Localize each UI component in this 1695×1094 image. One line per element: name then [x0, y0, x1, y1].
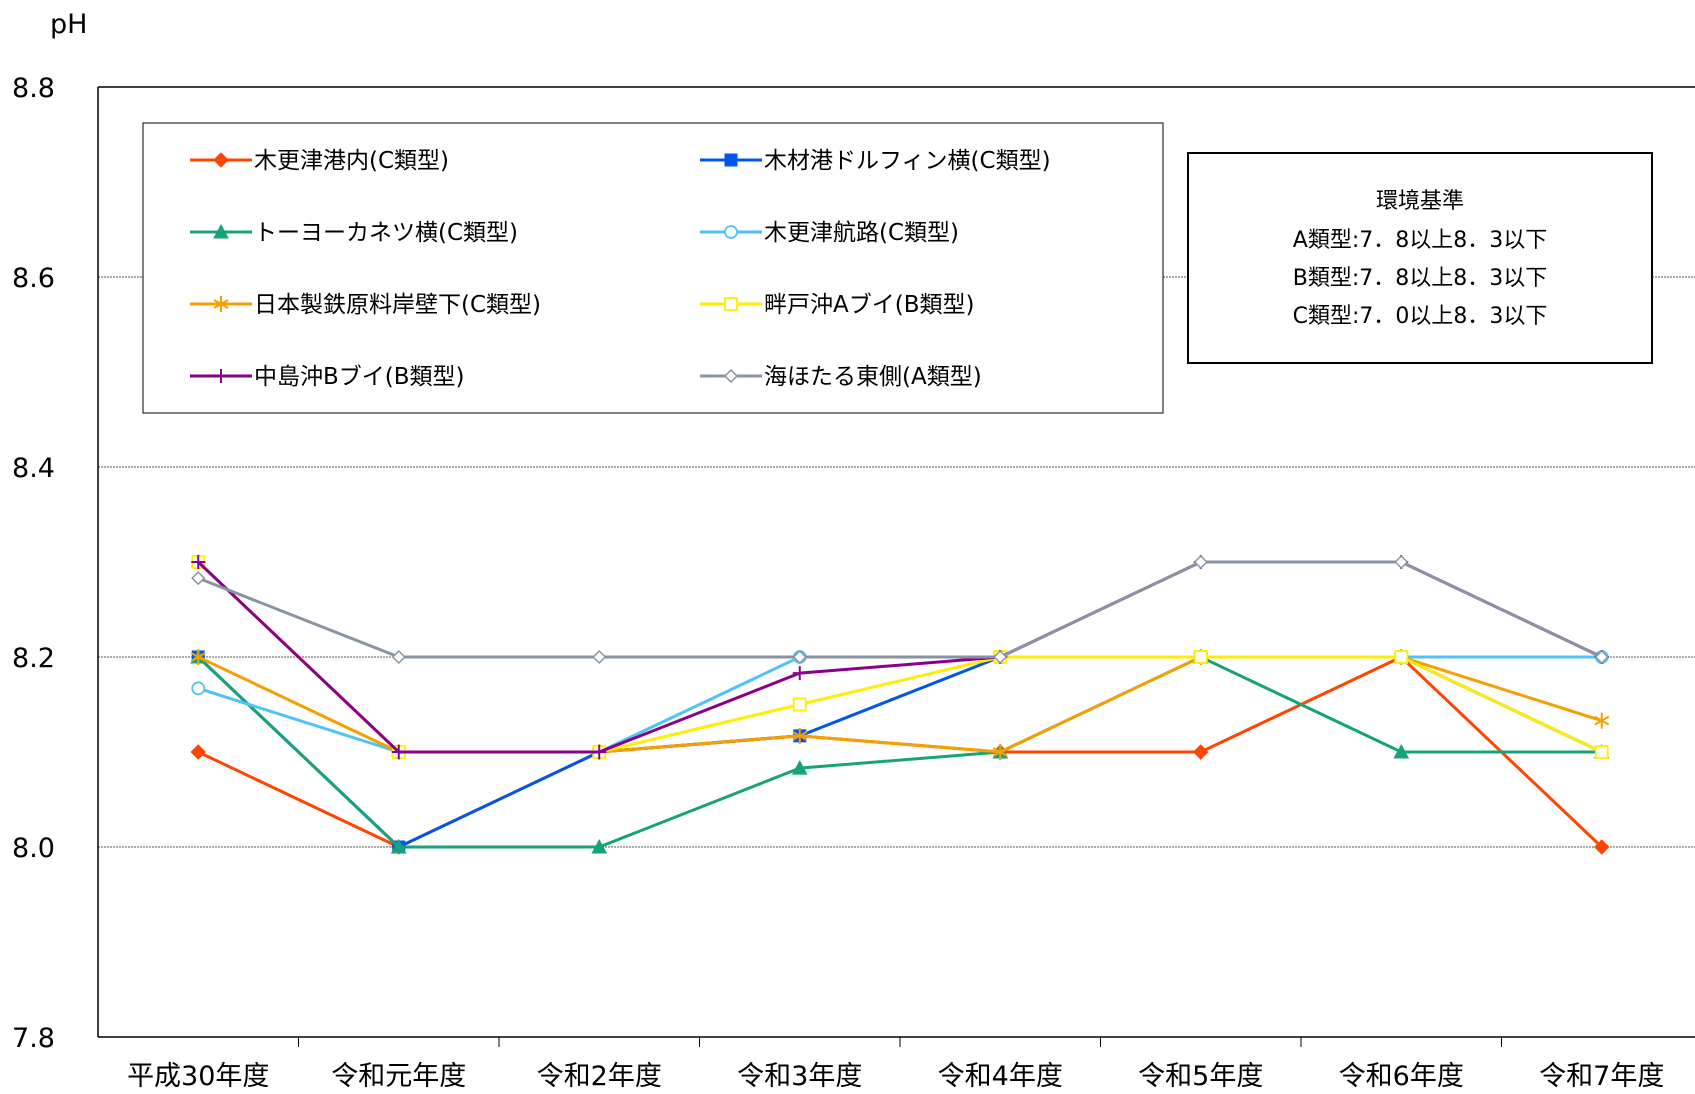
- data-point: [1594, 649, 1609, 665]
- legend-item: トーヨーカネツ横(C類型): [190, 220, 518, 246]
- data-point: [992, 744, 1008, 760]
- series-4: [191, 650, 1609, 759]
- data-point: [792, 666, 807, 681]
- data-point: [190, 649, 206, 665]
- legend-marker: [724, 297, 738, 311]
- legend: 木更津港内(C類型) 木材港ドルフィン横(C類型) トーヨーカネツ横(C類型) 木更津…: [142, 122, 1164, 414]
- data-point: [1394, 650, 1409, 664]
- legend-label: トーヨーカネツ横(C類型): [254, 220, 518, 246]
- legend-marker: [213, 223, 229, 239]
- x-tick-label: 平成30年度: [127, 1061, 269, 1092]
- standard-line-a: A類型:7．8以上8．3以下: [1293, 228, 1547, 253]
- standard-box-frame: [1187, 152, 1653, 364]
- data-point: [391, 649, 406, 665]
- legend-item: 木材港ドルフィン横(C類型): [700, 148, 1051, 174]
- legend-marker: [724, 153, 738, 167]
- legend-label: 木材港ドルフィン横(C類型): [764, 148, 1051, 174]
- series-8: [191, 554, 1609, 665]
- environmental-standard-box: 環境基準 A類型:7．8以上8．3以下 B類型:7．8以上8．3以下 C類型:7…: [1187, 152, 1653, 364]
- data-point: [1594, 745, 1609, 759]
- x-tick-label: 令和3年度: [737, 1061, 862, 1092]
- axis-layer: 7.8 8.0 8.2 8.4 8.6 8.8 平成30年度 令和元年度 令和2年度 令和3年度 令…: [12, 73, 1695, 1092]
- legend-label: 日本製鉄原料岸壁下(C類型): [254, 292, 541, 318]
- data-point: [191, 571, 206, 586]
- y-tick-label: 8.6: [12, 263, 55, 294]
- y-tick-label: 8.8: [12, 73, 55, 104]
- x-tick-label: 令和4年度: [938, 1061, 1063, 1092]
- data-point: [191, 681, 206, 696]
- data-point: [1393, 743, 1410, 759]
- standard-title: 環境基準: [1376, 189, 1464, 214]
- series-line: [197, 655, 1603, 754]
- x-tick-label: 令和6年度: [1339, 1061, 1464, 1092]
- legend-label: 海ほたる東側(A類型): [764, 364, 982, 390]
- legend-box: [142, 122, 1164, 414]
- series-line: [197, 655, 1602, 754]
- data-point: [792, 649, 807, 665]
- data-point: [792, 727, 808, 744]
- legend-label: 中島沖Bブイ(B類型): [254, 364, 465, 390]
- legend-item: 日本製鉄原料岸壁下(C類型): [190, 292, 541, 318]
- y-tick-label: 7.8: [12, 1023, 55, 1054]
- data-point: [390, 838, 407, 854]
- data-point: [592, 745, 607, 759]
- data-point: [191, 555, 206, 569]
- legend-label: 木更津港内(C類型): [254, 148, 449, 174]
- x-tick-label: 令和7年度: [1539, 1061, 1664, 1092]
- legend-label: 畔戸沖Aブイ(B類型): [764, 292, 974, 318]
- legend-item: 木更津航路(C類型): [700, 220, 959, 246]
- legend-marker: [723, 368, 739, 384]
- series-line: [197, 560, 1603, 659]
- standard-line-c: C類型:7．0以上8．3以下: [1293, 304, 1548, 329]
- data-point: [792, 697, 807, 712]
- x-tick-label: 令和5年度: [1138, 1061, 1263, 1092]
- series-line: [197, 655, 1602, 849]
- legend-item: 中島沖Bブイ(B類型): [190, 364, 465, 390]
- data-point: [1594, 712, 1610, 729]
- data-point: [190, 744, 206, 760]
- legend-item: 海ほたる東側(A類型): [700, 364, 982, 390]
- legend-marker: [724, 225, 738, 239]
- legend-marker: [213, 296, 229, 312]
- data-point: [1193, 650, 1208, 664]
- data-point: [791, 760, 808, 775]
- x-tick-label: 令和元年度: [331, 1061, 466, 1092]
- legend-marker: [213, 152, 229, 168]
- data-point: [993, 649, 1008, 665]
- data-point: [1394, 554, 1409, 570]
- data-point: [1193, 744, 1209, 760]
- y-tick-label: 8.0: [12, 833, 55, 864]
- data-point: [1193, 554, 1208, 570]
- y-tick-label: 8.4: [12, 453, 55, 484]
- data-point: [391, 745, 406, 759]
- legend-item: 畔戸沖Aブイ(B類型): [700, 292, 974, 318]
- y-tick-label: 8.2: [12, 643, 55, 674]
- legend-marker: [214, 369, 228, 383]
- legend-item: 木更津港内(C類型): [190, 148, 449, 174]
- data-point: [1594, 839, 1610, 855]
- x-tick-label: 令和2年度: [537, 1061, 662, 1092]
- y-axis-label: pH: [50, 9, 87, 40]
- series-layer: [190, 554, 1610, 855]
- legend-label: 木更津航路(C類型): [764, 220, 959, 246]
- standard-line-b: B類型:7．8以上8．3以下: [1293, 266, 1548, 291]
- data-point: [591, 838, 608, 854]
- data-point: [592, 649, 607, 665]
